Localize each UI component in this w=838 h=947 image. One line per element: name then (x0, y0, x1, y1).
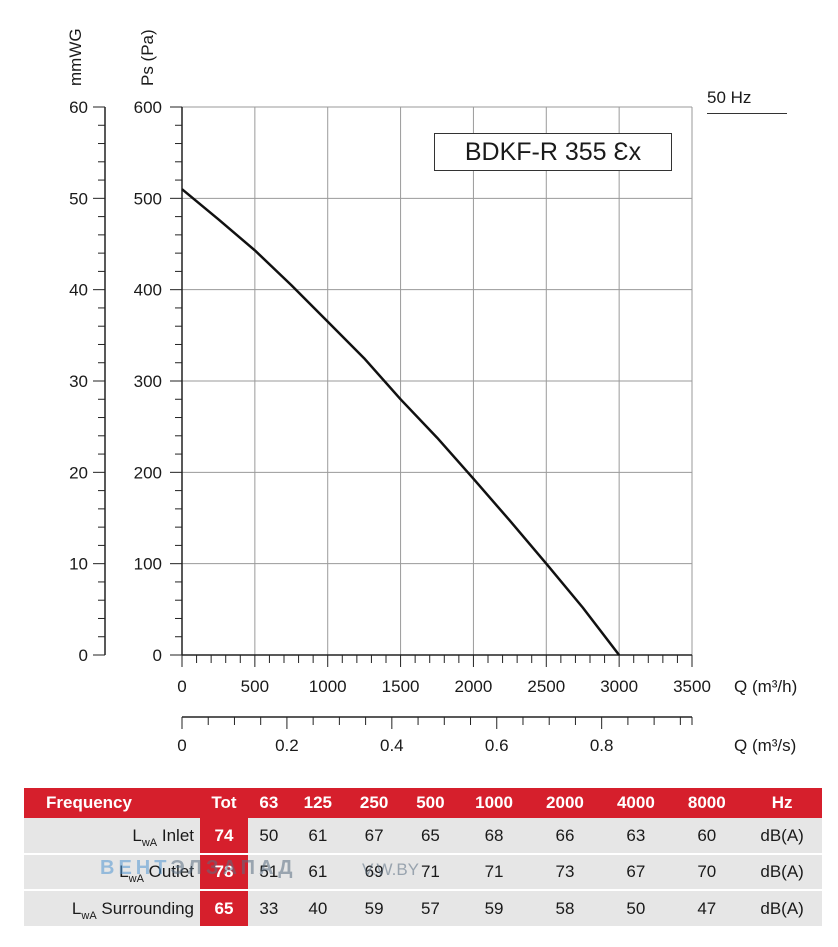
table-cell: 61 (308, 825, 328, 845)
table-cell: 73 (529, 853, 601, 890)
y-tick-label: 400 (134, 281, 162, 300)
table-cell: 33 (248, 889, 290, 926)
frequency-label: 50 Hz (707, 88, 752, 107)
x-tick-label: 1000 (309, 677, 347, 696)
noise-table-header: Frequency Tot 63 125 250 500 1000 2000 4… (24, 788, 822, 818)
y2-tick-label: 20 (69, 463, 88, 482)
x-tick-label: 500 (241, 677, 269, 696)
table-cell: 40 (289, 889, 346, 926)
table-cell: 50 (600, 889, 672, 926)
y-tick-label: 0 (153, 646, 162, 665)
y2-tick-label: 30 (69, 372, 88, 391)
table-cell: 59 (458, 889, 530, 926)
table-cell: 61 (289, 853, 346, 890)
table-row-outlet: LwA Outlet 78 51 61 69 71 71 73 67 70 dB… (24, 853, 822, 890)
noise-table: Frequency Tot 63 125 250 500 1000 2000 4… (24, 788, 822, 926)
y2-tick-label: 0 (79, 646, 88, 665)
header-frequency: Frequency (46, 793, 132, 812)
model-title: BDKF-R 355 Ɛx (434, 133, 672, 171)
frequency-underline (707, 113, 787, 114)
row-tot: 78 (200, 853, 248, 890)
table-cell: 57 (402, 889, 459, 926)
header-500: 500 (416, 793, 445, 812)
table-cell: 67 (364, 825, 384, 845)
header-8000: 8000 (687, 793, 726, 812)
table-cell: 63 (626, 825, 646, 845)
table-cell: 71 (402, 853, 459, 890)
y2-tick-label: 10 (69, 555, 88, 574)
row-label: LwA Surrounding (24, 889, 200, 926)
row-unit: dB(A) (742, 889, 822, 926)
row-label: LwA Inlet (132, 825, 194, 849)
x-axis-title: Q (m³/h) (734, 677, 797, 696)
table-cell: 68 (484, 825, 504, 845)
x-tick-label: 3000 (600, 677, 638, 696)
y-tick-label: 100 (134, 555, 162, 574)
row-unit: dB(A) (760, 825, 804, 845)
y2-axis-title: mmWG (66, 28, 85, 86)
header-250: 250 (359, 793, 389, 812)
row-label: LwA Outlet (24, 853, 200, 890)
table-cell: 71 (458, 853, 530, 890)
table-cell: 60 (697, 825, 717, 845)
table-cell: 59 (345, 889, 403, 926)
table-cell: 47 (671, 889, 743, 926)
header-63: 63 (259, 793, 279, 812)
x2-tick-label: 0.4 (380, 736, 404, 755)
y2-tick-label: 50 (69, 189, 88, 208)
row-tot: 74 (200, 818, 248, 854)
y-tick-label: 600 (134, 98, 162, 117)
table-row-inlet: LwA Inlet 74 50 61 67 65 68 66 63 60 dB(… (24, 818, 822, 854)
x-tick-label: 0 (177, 677, 186, 696)
table-cell: 70 (671, 853, 743, 890)
y2-tick-label: 60 (69, 98, 88, 117)
header-tot: Tot (211, 793, 237, 812)
y-tick-label: 500 (134, 189, 162, 208)
y-tick-label: 300 (134, 372, 162, 391)
table-cell: 51 (248, 853, 290, 890)
table-cell: 50 (259, 825, 279, 845)
row-tot: 65 (200, 889, 248, 926)
x-tick-label: 2500 (527, 677, 565, 696)
header-125: 125 (303, 793, 332, 812)
y2-tick-label: 40 (69, 281, 88, 300)
x-tick-label: 3500 (673, 677, 711, 696)
row-unit: dB(A) (742, 853, 822, 890)
watermark: ВЕНТЭЛЗАПАД (100, 857, 297, 879)
header-hz: Hz (771, 793, 793, 812)
table-cell: 69 (345, 853, 403, 890)
y-tick-label: 200 (134, 463, 162, 482)
y-axis-title: Ps (Pa) (138, 29, 157, 86)
table-cell: 66 (555, 825, 575, 845)
x2-tick-label: 0.6 (485, 736, 509, 755)
x2-tick-label: 0.2 (275, 736, 299, 755)
header-1000: 1000 (475, 793, 513, 812)
performance-curve (181, 188, 621, 656)
table-cell: 58 (529, 889, 601, 926)
watermark-url: V.W.BY (362, 860, 420, 879)
x-tick-label: 2000 (455, 677, 493, 696)
x2-axis-title: Q (m³/s) (734, 736, 796, 755)
x-tick-label: 1500 (382, 677, 420, 696)
table-row-surrounding: LwA Surrounding 65 33 40 59 57 59 58 50 … (24, 889, 822, 926)
table-cell: 65 (420, 825, 440, 845)
fan-performance-chart: 0 500 1000 1500 2000 2500 3000 3500010020030040… (66, 28, 797, 755)
header-2000: 2000 (546, 793, 584, 812)
header-4000: 4000 (616, 793, 655, 812)
x2-tick-label: 0 (177, 736, 186, 755)
x2-tick-label: 0.8 (590, 736, 614, 755)
table-cell: 67 (600, 853, 672, 890)
